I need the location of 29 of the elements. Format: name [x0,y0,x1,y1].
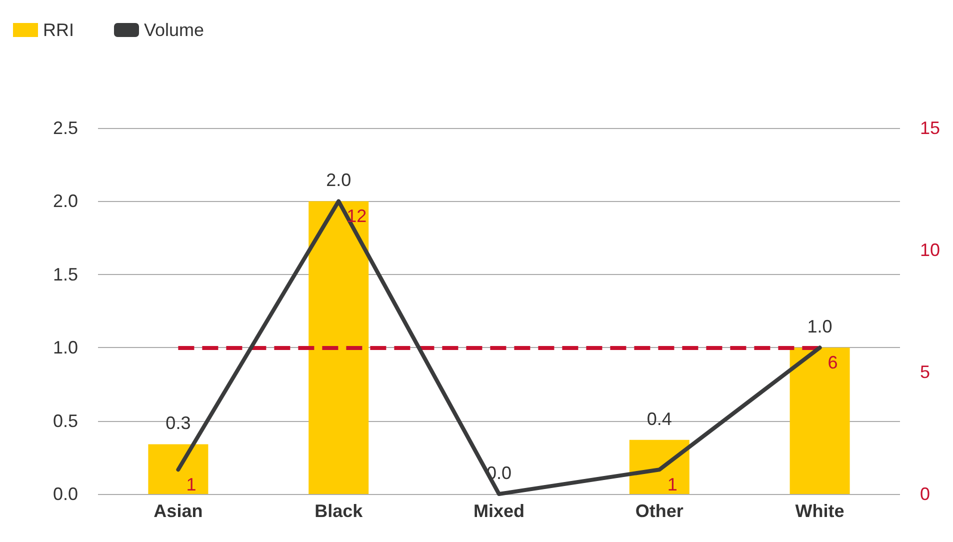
x-tick-label: Black [314,501,364,521]
y-tick-label: 0.5 [52,410,78,431]
bar [629,440,690,494]
bar [790,348,850,494]
bar [148,444,208,494]
y-tick-label: 1.5 [52,264,78,284]
data-label: 6 [828,352,838,373]
y2-tick-label: 10 [920,240,940,260]
x-tick-label: Asian [154,501,203,521]
bar [308,201,369,494]
legend-label: Volume [144,20,204,40]
y2-tick-label: 5 [920,362,930,382]
x-tick-label: Mixed [473,501,525,521]
data-label: 2.0 [326,170,352,190]
x-tick-label: White [795,501,844,521]
y2-tick-label: 15 [920,118,940,138]
y-tick-label: 1.0 [52,338,78,358]
x-tick-label: Other [635,501,684,521]
y-tick-label: 0.0 [52,484,78,504]
y-tick-label: 2.0 [52,191,78,212]
y-tick-label: 2.5 [52,118,78,138]
legend-label: RRI [43,20,74,40]
data-label: 12 [346,206,367,226]
data-label: 1 [186,474,196,495]
data-label: 1 [667,474,678,495]
y2-tick-label: 0 [920,484,930,504]
data-label: 0.3 [166,413,191,434]
data-label: 1.0 [807,316,832,337]
data-label: 0.4 [646,408,672,429]
